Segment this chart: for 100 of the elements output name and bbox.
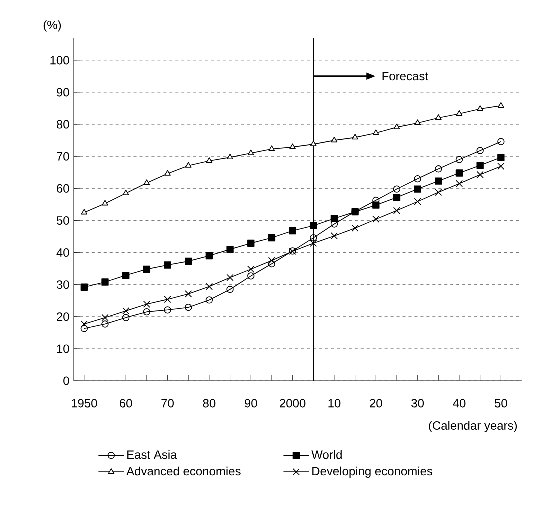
point (185, 162, 192, 168)
point (372, 202, 380, 209)
point (352, 224, 359, 232)
point (122, 272, 130, 280)
y-tick-label: 70 (57, 152, 70, 161)
point (248, 266, 255, 273)
legend-label: East Asia (128, 450, 178, 460)
point (248, 150, 254, 156)
point (456, 156, 464, 164)
point (185, 258, 192, 266)
point (476, 171, 484, 178)
point (498, 102, 504, 108)
y-tick-label: 30 (56, 280, 70, 290)
y-tick-label: 20 (57, 312, 70, 322)
legend-label: Advanced economies (126, 466, 241, 476)
x-tick-label: 50 (494, 399, 508, 408)
x-tick-label: 10 (328, 399, 341, 408)
point (206, 296, 214, 304)
point (80, 284, 88, 291)
y-tick-label: 10 (57, 344, 70, 354)
annotation: Forecast (382, 72, 428, 81)
point (268, 260, 276, 268)
x-tick-label: 1950 (72, 399, 98, 408)
x-tick-label: 60 (120, 399, 132, 408)
point (102, 278, 109, 286)
point (122, 190, 130, 196)
x-tick-label: 70 (162, 399, 174, 408)
point (102, 320, 109, 328)
x-tick-label: 2000 (280, 399, 306, 408)
point (290, 144, 296, 150)
point (435, 166, 442, 173)
point (330, 215, 338, 222)
point (206, 158, 213, 164)
point (185, 290, 192, 298)
y-tick-label: 60 (57, 184, 70, 193)
point (331, 136, 338, 143)
point (227, 154, 234, 160)
point (102, 200, 108, 206)
y-tick-label: 100 (50, 56, 70, 65)
y-tick-label: 80 (56, 120, 70, 129)
point (144, 180, 150, 186)
point (102, 314, 109, 322)
point (435, 178, 442, 185)
point (372, 130, 380, 136)
point (81, 209, 88, 215)
point (248, 272, 255, 280)
x-tick-label: 40 (453, 399, 466, 408)
point (393, 186, 401, 193)
point (372, 216, 380, 223)
x-tick-label: 30 (412, 399, 424, 408)
point (414, 186, 422, 193)
point (330, 232, 338, 240)
legend-label: Developing economies (312, 466, 433, 478)
point (456, 180, 464, 188)
point (393, 194, 401, 202)
y-tick-label: 50 (56, 216, 70, 225)
point (498, 138, 505, 146)
point (435, 114, 442, 120)
point (414, 120, 421, 126)
point (248, 240, 255, 248)
point (226, 274, 234, 282)
point (476, 162, 484, 170)
y-tick-label: 0 (64, 376, 70, 386)
x-tick-label: 80 (203, 399, 216, 408)
point (164, 262, 172, 269)
point (164, 170, 171, 176)
x-tick-label: 90 (245, 399, 258, 408)
legend-label: World (312, 450, 342, 460)
point (268, 234, 276, 242)
point (435, 188, 442, 196)
point (310, 234, 318, 242)
point (226, 286, 234, 294)
point (498, 162, 505, 170)
point (226, 246, 234, 254)
point (414, 198, 422, 206)
point (122, 308, 130, 315)
y-tick-label: 90 (57, 88, 70, 97)
point (268, 146, 276, 152)
point (122, 314, 130, 322)
point (206, 283, 213, 290)
point (414, 175, 422, 183)
point (352, 134, 358, 140)
point (477, 106, 484, 112)
point (268, 257, 276, 264)
point (456, 110, 463, 116)
point (498, 154, 505, 162)
point (394, 124, 400, 130)
x-tick-label: 20 (370, 399, 382, 408)
point (143, 300, 150, 308)
point (164, 296, 172, 304)
point (206, 252, 214, 260)
y-axis-title: (%) (44, 20, 62, 32)
point (476, 147, 484, 154)
point (289, 227, 296, 235)
point (164, 306, 172, 314)
point (310, 222, 318, 230)
y-tick-label: 40 (56, 248, 70, 258)
point (310, 140, 317, 146)
point (456, 170, 464, 177)
x-axis-title: (Calendar years) (429, 421, 518, 432)
